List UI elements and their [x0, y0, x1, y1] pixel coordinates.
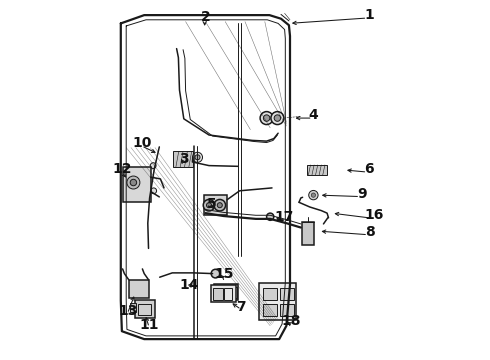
Bar [215, 284, 238, 300]
Bar [216, 287, 226, 298]
Text: 13: 13 [118, 305, 138, 318]
Circle shape [150, 163, 156, 168]
Circle shape [309, 190, 318, 200]
Circle shape [195, 155, 200, 160]
Bar [122, 167, 151, 202]
Text: 6: 6 [365, 162, 374, 176]
Circle shape [274, 115, 281, 121]
Bar [211, 285, 236, 302]
Text: 18: 18 [281, 314, 301, 328]
Text: 1: 1 [365, 9, 374, 22]
Circle shape [267, 213, 274, 220]
Circle shape [214, 199, 225, 211]
Text: 11: 11 [140, 318, 159, 332]
Bar [135, 300, 155, 318]
Text: 12: 12 [113, 162, 132, 176]
Bar [204, 195, 227, 215]
Text: 14: 14 [179, 278, 199, 292]
Text: 7: 7 [237, 300, 246, 314]
Circle shape [271, 112, 284, 125]
Bar [307, 165, 327, 175]
Bar [173, 151, 193, 167]
Bar [130, 303, 136, 312]
Bar [280, 304, 294, 316]
Bar [263, 304, 277, 316]
Circle shape [211, 269, 220, 278]
Text: 2: 2 [200, 10, 210, 24]
Circle shape [193, 152, 202, 162]
Circle shape [260, 112, 273, 125]
Bar [224, 288, 232, 300]
Bar [139, 304, 151, 315]
Circle shape [217, 203, 222, 208]
Bar [227, 287, 237, 298]
Text: 10: 10 [133, 136, 152, 150]
Text: 4: 4 [309, 108, 318, 122]
Bar [302, 222, 315, 245]
Circle shape [151, 188, 157, 194]
Text: 17: 17 [274, 210, 294, 224]
Bar [263, 288, 277, 300]
Text: 9: 9 [357, 187, 367, 201]
Bar [259, 283, 296, 320]
Text: 15: 15 [214, 267, 234, 281]
Text: 16: 16 [364, 208, 384, 222]
Circle shape [206, 203, 212, 208]
Text: 5: 5 [207, 198, 217, 211]
Bar [129, 280, 148, 298]
Circle shape [127, 176, 140, 189]
Bar [280, 288, 294, 300]
Circle shape [311, 193, 316, 197]
Text: 8: 8 [366, 225, 375, 239]
Circle shape [263, 115, 270, 121]
Circle shape [203, 199, 215, 211]
Bar [213, 288, 223, 300]
Circle shape [130, 179, 137, 186]
Text: 3: 3 [179, 152, 189, 166]
